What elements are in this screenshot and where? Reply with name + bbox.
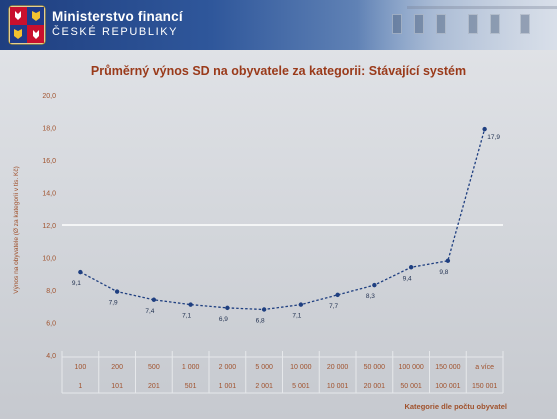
- y-tick-label: 12,0: [42, 223, 56, 230]
- data-point: [298, 302, 304, 307]
- x-tick-label-lower: 150 001: [472, 383, 497, 390]
- y-axis-label: Výnos na obyvatele (Ø za kategorii v tis…: [13, 166, 20, 294]
- data-point: [482, 126, 487, 132]
- x-tick-label-upper: 100: [75, 364, 87, 371]
- x-tick-label-upper: 20 000: [327, 364, 349, 371]
- data-point: [408, 265, 414, 270]
- x-tick-label-lower: 1: [78, 383, 82, 390]
- building-window: [490, 14, 500, 34]
- data-label: 7,9: [109, 300, 118, 307]
- x-tick-label-lower: 2 001: [255, 383, 273, 390]
- y-tick-label: 10,0: [42, 256, 56, 263]
- x-axis-label: Kategorie dle počtu obyvatel: [404, 402, 507, 411]
- data-label: 7,1: [182, 313, 191, 320]
- x-tick-label-lower: 1 001: [219, 383, 237, 390]
- republic-name: ČESKÉ REPUBLIKY: [52, 26, 179, 38]
- data-label: 17,9: [487, 134, 500, 141]
- y-tick-label: 16,0: [42, 158, 56, 165]
- y-tick-label: 20,0: [42, 93, 56, 100]
- x-tick-label-lower: 201: [148, 383, 160, 390]
- x-tick-label-upper: a více: [475, 364, 494, 371]
- building-window: [468, 14, 478, 34]
- building-window: [520, 14, 530, 34]
- x-tick-label-upper: 200: [111, 364, 123, 371]
- x-tick-label-lower: 5 001: [292, 383, 310, 390]
- x-tick-label-upper: 100 000: [398, 364, 423, 371]
- y-tick-label: 14,0: [42, 191, 56, 198]
- y-tick-label: 4,0: [46, 353, 56, 360]
- state-emblem-icon: [8, 5, 46, 45]
- data-point: [78, 269, 83, 275]
- x-tick-label-upper: 50 000: [364, 364, 386, 371]
- series-line: [80, 128, 486, 311]
- data-label: 6,8: [256, 318, 265, 325]
- building-window: [392, 14, 402, 34]
- data-label: 9,4: [403, 275, 412, 282]
- data-label: 8,3: [366, 293, 375, 300]
- x-tick-label-lower: 101: [111, 383, 123, 390]
- data-point: [445, 258, 451, 263]
- x-tick-label-lower: 501: [185, 383, 197, 390]
- x-tick-label-lower: 100 001: [435, 383, 460, 390]
- data-point: [114, 289, 120, 294]
- data-point: [188, 302, 193, 307]
- data-label: 9,8: [439, 269, 448, 276]
- x-tick-label-upper: 150 000: [435, 364, 460, 371]
- data-label: 7,4: [145, 308, 154, 315]
- data-label: 9,1: [72, 280, 81, 287]
- data-label: 7,7: [329, 303, 338, 310]
- y-tick-label: 6,0: [46, 321, 56, 328]
- building-cornice: [407, 6, 557, 9]
- building-image: [357, 0, 557, 50]
- data-label: 6,9: [219, 316, 228, 323]
- ministry-name: Ministerstvo financí: [52, 9, 183, 24]
- data-point: [261, 307, 267, 312]
- x-tick-label-upper: 500: [148, 364, 160, 371]
- chart-title: Průměrný výnos SD na obyvatele za katego…: [90, 64, 467, 78]
- header-banner: Ministerstvo financí ČESKÉ REPUBLIKY: [0, 0, 557, 50]
- data-label: 7,1: [292, 313, 301, 320]
- x-tick-label-upper: 10 000: [290, 364, 312, 371]
- x-tick-label-lower: 20 001: [364, 383, 386, 390]
- x-tick-label-upper: 5 000: [255, 364, 273, 371]
- data-point: [151, 297, 157, 302]
- x-tick-label-upper: 1 000: [182, 364, 200, 371]
- x-tick-label-lower: 50 001: [400, 383, 422, 390]
- y-tick-label: 18,0: [42, 126, 56, 133]
- data-point: [225, 305, 230, 311]
- data-point: [335, 292, 340, 298]
- building-window: [414, 14, 424, 34]
- x-tick-label-upper: 2 000: [219, 364, 237, 371]
- data-point: [372, 282, 377, 288]
- building-window: [436, 14, 446, 34]
- y-tick-label: 8,0: [46, 288, 56, 295]
- x-tick-label-lower: 10 001: [327, 383, 349, 390]
